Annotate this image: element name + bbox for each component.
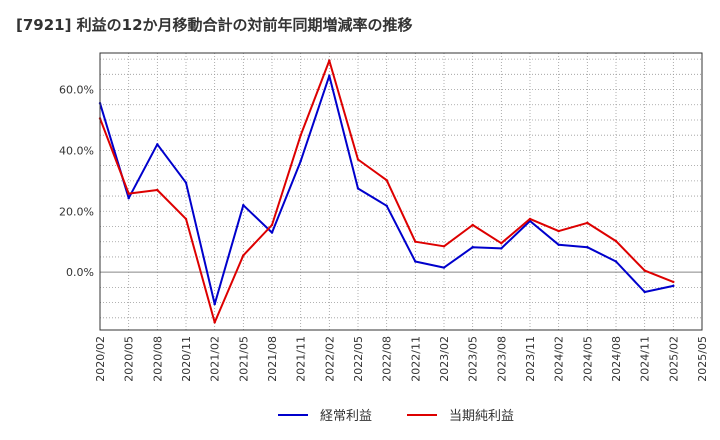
data-point xyxy=(500,247,503,250)
x-tick-label: 2024/11 xyxy=(639,336,652,382)
x-tick-label: 2020/08 xyxy=(151,336,164,382)
x-axis-ticks: 2020/02 2020/05 2020/08 2020/11 2021/02 2021/… xyxy=(94,336,709,382)
data-point xyxy=(127,196,130,200)
data-point xyxy=(356,158,360,161)
data-point xyxy=(127,192,130,195)
y-tick-label: 60.0% xyxy=(59,84,94,97)
data-point xyxy=(586,246,589,249)
legend: 経常利益 当期純利益 xyxy=(278,409,514,424)
data-point xyxy=(242,203,245,207)
data-point xyxy=(672,284,675,288)
data-point xyxy=(586,221,589,225)
data-point xyxy=(442,266,446,269)
x-tick-label: 2024/02 xyxy=(553,336,566,382)
plot-frame xyxy=(99,52,703,331)
data-point xyxy=(672,280,675,284)
data-point xyxy=(643,290,646,294)
x-tick-label: 2021/02 xyxy=(209,336,222,382)
x-tick-label: 2024/05 xyxy=(581,336,594,382)
data-point xyxy=(242,254,245,257)
plot-area xyxy=(100,53,702,330)
data-point xyxy=(356,187,360,190)
data-point xyxy=(471,223,474,227)
data-point xyxy=(184,217,188,221)
data-point xyxy=(442,245,446,248)
data-point xyxy=(414,260,417,263)
series-lines xyxy=(98,59,675,324)
x-tick-label: 2020/11 xyxy=(180,336,193,382)
data-point xyxy=(270,223,274,227)
data-point xyxy=(500,242,503,245)
legend-label: 当期純利益 xyxy=(449,409,514,424)
data-point xyxy=(557,243,560,246)
data-point xyxy=(328,74,331,78)
data-point xyxy=(184,181,188,184)
data-point xyxy=(299,159,302,163)
x-tick-label: 2024/08 xyxy=(610,336,623,382)
x-tick-label: 2025/05 xyxy=(696,336,709,382)
x-tick-label: 2020/05 xyxy=(123,336,136,382)
data-point xyxy=(557,229,560,233)
data-point xyxy=(213,321,216,324)
data-point xyxy=(414,240,417,243)
data-point xyxy=(614,239,618,243)
y-tick-label: 20.0% xyxy=(59,205,94,218)
data-point xyxy=(270,231,274,234)
legend-label: 経常利益 xyxy=(320,409,372,424)
x-tick-label: 2022/05 xyxy=(352,336,365,382)
data-point xyxy=(643,269,646,272)
x-tick-label: 2020/02 xyxy=(94,336,107,382)
data-point xyxy=(528,217,532,221)
x-tick-label: 2025/02 xyxy=(667,336,680,382)
chart-title: [7921] 利益の12か月移動合計の対前年同期増減率の推移 xyxy=(16,16,413,34)
data-point xyxy=(614,260,618,263)
data-point xyxy=(385,204,388,208)
grid-lines xyxy=(99,53,703,330)
y-tick-label: 40.0% xyxy=(59,144,94,157)
x-tick-label: 2021/11 xyxy=(295,336,308,382)
data-point xyxy=(328,59,331,62)
data-point xyxy=(471,246,474,249)
x-tick-label: 2021/05 xyxy=(237,336,250,382)
x-tick-label: 2022/02 xyxy=(323,336,336,382)
x-tick-label: 2022/11 xyxy=(409,336,422,382)
x-tick-label: 2021/08 xyxy=(266,336,279,382)
y-axis-ticks: 0.0% 20.0% 40.0% 60.0% xyxy=(59,84,94,280)
x-tick-label: 2023/08 xyxy=(495,336,508,382)
data-point xyxy=(156,143,159,146)
data-point xyxy=(385,179,388,182)
data-point xyxy=(213,302,216,306)
data-point xyxy=(156,188,159,192)
x-tick-label: 2023/02 xyxy=(438,336,451,382)
x-tick-label: 2023/11 xyxy=(524,336,537,382)
x-tick-label: 2023/05 xyxy=(467,336,480,382)
y-tick-label: 0.0% xyxy=(66,266,94,279)
x-tick-label: 2022/08 xyxy=(381,336,394,382)
data-point xyxy=(299,133,302,137)
